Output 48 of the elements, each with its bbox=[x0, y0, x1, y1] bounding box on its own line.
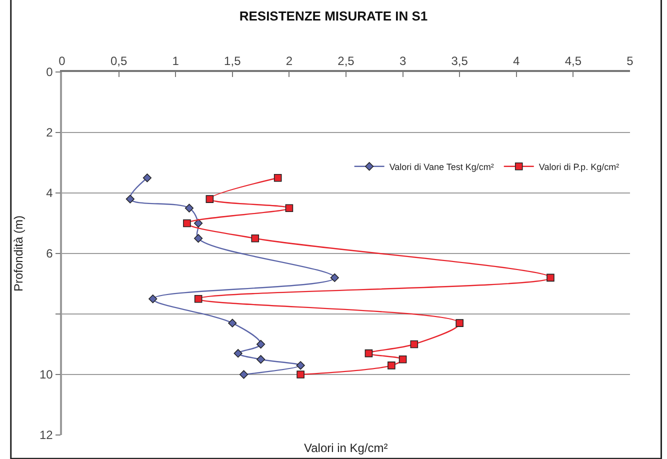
point bbox=[194, 234, 203, 243]
point bbox=[206, 195, 214, 203]
point bbox=[285, 204, 294, 212]
point bbox=[256, 355, 266, 364]
point bbox=[388, 362, 396, 370]
point bbox=[251, 234, 260, 242]
point bbox=[296, 361, 305, 370]
x-axis-title: Valori in Kg/cm² bbox=[304, 441, 388, 455]
x-tick-label: 5 bbox=[626, 54, 634, 68]
point bbox=[239, 370, 248, 379]
point bbox=[410, 340, 418, 348]
point bbox=[142, 174, 152, 182]
y-tick-label: 6 bbox=[46, 246, 54, 261]
y-tick-label: 12 bbox=[39, 428, 54, 442]
x-tick-label: 2,5 bbox=[338, 54, 355, 68]
point bbox=[274, 174, 282, 182]
x-tick-label: 2 bbox=[286, 54, 293, 68]
x-tick-label: 4,5 bbox=[564, 54, 582, 68]
point bbox=[296, 370, 304, 378]
y-tick-label: 10 bbox=[39, 368, 54, 382]
point bbox=[330, 273, 339, 282]
point bbox=[398, 355, 407, 364]
x-tick-label: 1 bbox=[172, 54, 180, 68]
point bbox=[148, 294, 158, 304]
x-tick-label: 0 bbox=[58, 54, 66, 68]
chart-title: RESISTENZE MISURATE IN S1 bbox=[239, 8, 428, 24]
x-tick-label: 0,5 bbox=[110, 54, 128, 68]
y-axis-title: Profondità (m) bbox=[11, 215, 26, 292]
point bbox=[546, 274, 554, 282]
point bbox=[194, 218, 203, 228]
point bbox=[364, 349, 373, 358]
point bbox=[256, 340, 266, 349]
x-tick-label: 3 bbox=[399, 54, 406, 68]
point bbox=[228, 318, 237, 328]
point bbox=[126, 194, 134, 204]
y-tick-label: 0 bbox=[46, 65, 54, 80]
point bbox=[234, 349, 242, 358]
point bbox=[194, 294, 202, 303]
point bbox=[184, 204, 194, 212]
y-tick-label: 2 bbox=[46, 126, 54, 140]
y-tick-label: 4 bbox=[46, 186, 54, 200]
legend-label: Valori di Vane Test Kg/cm² bbox=[389, 162, 494, 172]
legend-label: Valori di P.p. Kg/cm² bbox=[538, 162, 620, 172]
point bbox=[183, 219, 191, 228]
x-tick-label: 1,5 bbox=[224, 54, 242, 68]
point bbox=[456, 319, 464, 327]
x-tick-label: 4 bbox=[513, 54, 520, 68]
x-tick-label: 3,5 bbox=[451, 54, 468, 68]
